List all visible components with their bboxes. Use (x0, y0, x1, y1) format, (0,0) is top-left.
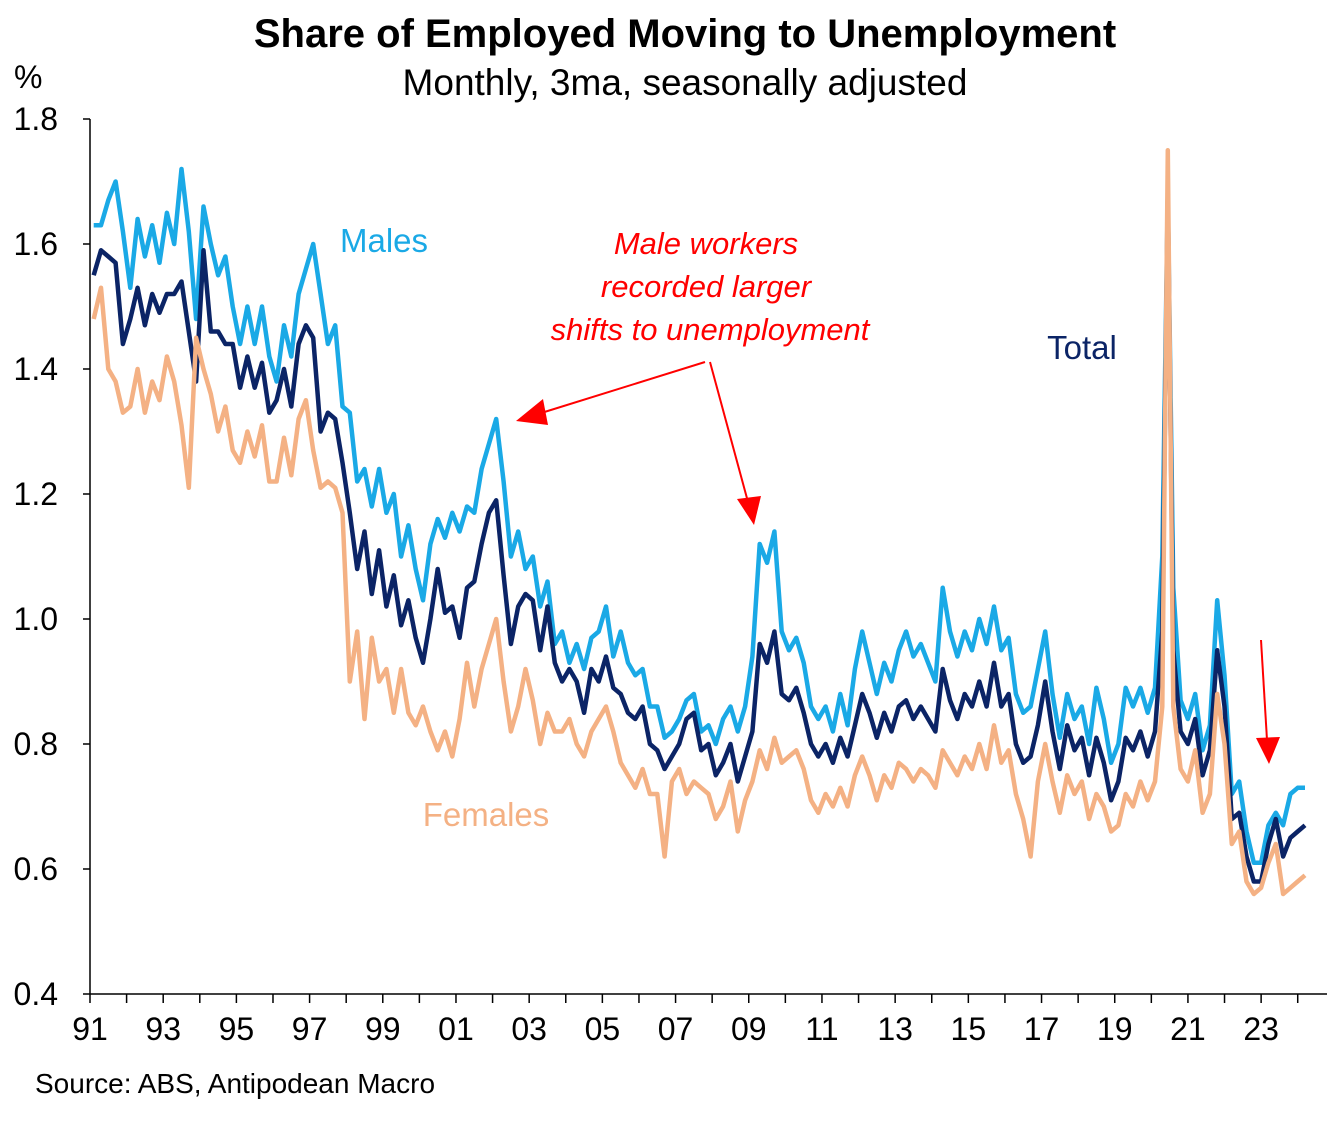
series-layer (91, 147, 1307, 897)
series-label-males: Males (340, 222, 428, 259)
annotation-line-1: Male workers (614, 226, 798, 261)
series-line-females (91, 147, 1307, 897)
x-tick-label: 23 (1243, 1011, 1279, 1047)
annotation-arrow-1-line (537, 361, 706, 415)
annotation-arrow-2-head (737, 496, 761, 525)
series-line-males (93, 166, 1305, 866)
y-tick-label: 1.0 (14, 601, 58, 637)
annotation-arrow-3-head (1256, 737, 1280, 764)
chart-title: Share of Employed Moving to Unemployment (253, 12, 1117, 56)
annotation-arrow-2-line (709, 361, 749, 503)
x-tick-label: 93 (145, 1011, 181, 1047)
x-tick-label: 11 (805, 1011, 838, 1047)
series-label-total: Total (1047, 329, 1117, 366)
x-tick-label: 15 (951, 1011, 987, 1047)
x-tick-label: 05 (585, 1011, 621, 1047)
y-tick-label: 1.6 (14, 226, 58, 262)
annotation-line-2: recorded larger (601, 269, 813, 304)
x-tick-label: 95 (219, 1011, 255, 1047)
source-note: Source: ABS, Antipodean Macro (35, 1068, 436, 1099)
x-tick-label: 19 (1097, 1011, 1133, 1047)
x-tick-label: 91 (72, 1011, 108, 1047)
y-tick-label: 0.8 (14, 726, 58, 762)
y-tick-label: 1.4 (14, 351, 58, 387)
axes: 1.8 1.6 1.4 1.2 1.0 0.8 0.6 0.4 91 93 95 97 99 01 03 05… (14, 101, 1327, 1047)
x-tick-label: 99 (365, 1011, 401, 1047)
x-tick-label: 01 (438, 1011, 474, 1047)
chart-subtitle: Monthly, 3ma, seasonally adjusted (402, 62, 968, 103)
y-tick-label: 1.8 (14, 101, 58, 137)
annotation-layer: Males Total Females Male workers recorde… (340, 222, 1280, 833)
annotation-arrow-3-line (1260, 639, 1268, 741)
y-axis-unit-label: % (14, 59, 42, 95)
x-tick-label: 97 (292, 1011, 328, 1047)
x-tick-label: 03 (511, 1011, 547, 1047)
y-tick-label: 1.2 (14, 476, 58, 512)
x-tick-label: 07 (658, 1011, 694, 1047)
series-line-total (91, 191, 1307, 884)
y-tick-label: 0.6 (14, 851, 58, 887)
series-label-females: Females (423, 796, 550, 833)
x-tick-label: 17 (1024, 1011, 1060, 1047)
x-tick-label: 13 (877, 1011, 913, 1047)
annotation-arrow-1-head (516, 399, 548, 425)
annotation-line-3: shifts to unemployment (551, 312, 871, 347)
x-tick-label: 21 (1170, 1011, 1206, 1047)
x-tick-label: 09 (731, 1011, 767, 1047)
y-tick-label: 0.4 (14, 976, 58, 1012)
